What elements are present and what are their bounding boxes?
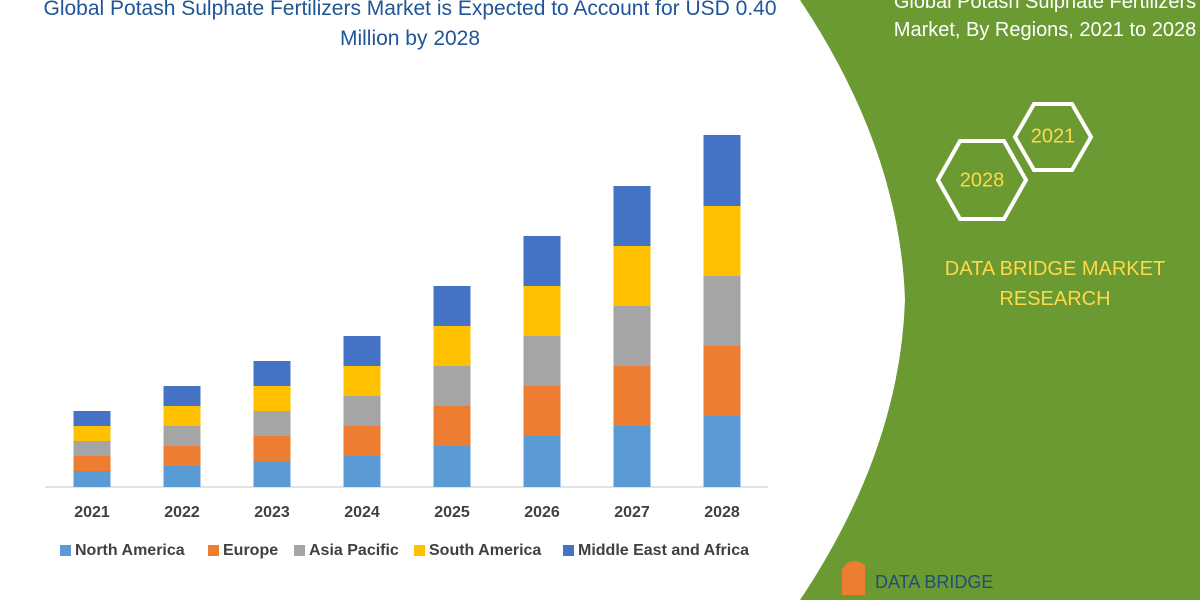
bar-segment	[73, 411, 111, 426]
bar-segment	[523, 386, 561, 436]
bar-segment	[433, 406, 471, 446]
x-tick-label: 2021	[74, 504, 110, 521]
bar-segment	[253, 411, 291, 436]
bar-segment	[703, 135, 741, 206]
plot: 2021 2022 2023 2024 2025 2026 2027 2028 North Am…	[60, 135, 749, 559]
bar-segment	[613, 306, 651, 366]
bar-segment	[703, 416, 741, 487]
side-panel-bg	[800, 0, 1200, 600]
side-title: Global Potash Sulphate Fertilizers Marke…	[893, 0, 1197, 41]
bar-segment	[703, 346, 741, 416]
bar-segment	[343, 366, 381, 396]
x-tick-label: 2026	[524, 504, 560, 521]
bar-segment	[73, 426, 111, 441]
x-tick-label: 2022	[164, 504, 200, 521]
legend-swatch	[414, 545, 425, 556]
bar-segment	[703, 206, 741, 276]
legend-label: Middle East and Africa	[578, 542, 749, 559]
legend-label: Asia Pacific	[309, 542, 399, 559]
bar-segment	[253, 361, 291, 386]
bar-segment	[73, 471, 111, 487]
x-tick-label: 2028	[704, 504, 740, 521]
bar-segment	[73, 441, 111, 456]
brand: DATA BRIDGE MARKET RESEARCH	[944, 258, 1166, 310]
bar-segment	[163, 426, 201, 446]
bar-segment	[613, 246, 651, 306]
bar-segment	[433, 366, 471, 406]
bar-segment	[73, 456, 111, 471]
x-tick-label: 2024	[344, 504, 380, 521]
bar-segment	[343, 456, 381, 487]
legend-label: South America	[429, 542, 541, 559]
legend-swatch	[208, 545, 219, 556]
legend-label: Europe	[223, 542, 278, 559]
bar-segment	[703, 276, 741, 346]
bar-segment	[343, 336, 381, 366]
chart-title: Global Potash Sulphate Fertilizers Marke…	[43, 0, 777, 50]
hexagon	[1012, 102, 1094, 172]
bar-segment	[613, 186, 651, 246]
hexagon-label: 2028	[960, 169, 1005, 191]
legend-swatch	[294, 545, 305, 556]
bar-segment	[433, 326, 471, 366]
bar-segment	[253, 386, 291, 411]
bar-segment	[163, 446, 201, 466]
bar-segment	[433, 286, 471, 326]
bar-segment	[523, 236, 561, 286]
logo-icon	[842, 561, 865, 595]
legend-swatch	[563, 545, 574, 556]
x-tick-label: 2023	[254, 504, 290, 521]
bar-segment	[163, 386, 201, 406]
bar-segment	[253, 436, 291, 461]
bar-segment	[163, 466, 201, 487]
bar-segment	[343, 396, 381, 426]
bar-segment	[253, 461, 291, 487]
bar-segment	[343, 426, 381, 456]
legend-label: North America	[75, 542, 185, 559]
x-tick-label: 2027	[614, 504, 650, 521]
bar-segment	[523, 336, 561, 386]
bar-segment	[523, 436, 561, 487]
bar-segment	[613, 366, 651, 426]
bar-segment	[163, 406, 201, 426]
hexagon-label: 2021	[1031, 125, 1076, 147]
bar-segment	[613, 426, 651, 487]
bar-segment	[433, 446, 471, 487]
logo-text: DATA BRIDGE	[875, 572, 993, 592]
hexagon	[935, 139, 1029, 221]
bar-segment	[523, 286, 561, 336]
x-tick-label: 2025	[434, 504, 470, 521]
legend-swatch	[60, 545, 71, 556]
